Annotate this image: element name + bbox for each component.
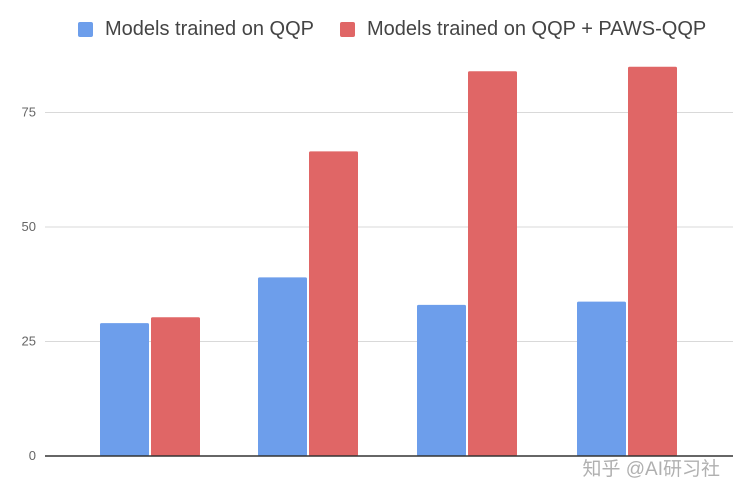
bar-series1-group2 [258, 277, 307, 456]
chart-legend: Models trained on QQP Models trained on … [78, 18, 732, 41]
y-tick-label-0: 0 [29, 448, 36, 463]
bar-series2-group4 [628, 66, 677, 456]
legend-swatch-qqp [78, 22, 93, 37]
bar-series2-group2 [309, 151, 358, 456]
watermark: 知乎 @AI研习社 [582, 459, 720, 480]
legend-item-qqp-paws: Models trained on QQP + PAWS-QQP [340, 18, 706, 41]
legend-swatch-qqp-paws [340, 22, 355, 37]
y-tick-label-75: 75 [22, 105, 36, 120]
legend-label-qqp: Models trained on QQP [105, 18, 314, 40]
bar-series1-group1 [100, 323, 149, 456]
bar-series2-group3 [468, 71, 517, 456]
legend-label-qqp-paws: Models trained on QQP + PAWS-QQP [367, 18, 707, 40]
bar-series1-group4 [577, 301, 626, 456]
y-tick-label-25: 25 [22, 334, 36, 349]
bar-series1-group3 [417, 304, 466, 456]
bar-series2-group1 [151, 317, 200, 456]
y-tick-label-50: 50 [22, 219, 36, 234]
legend-item-qqp: Models trained on QQP [78, 18, 314, 41]
